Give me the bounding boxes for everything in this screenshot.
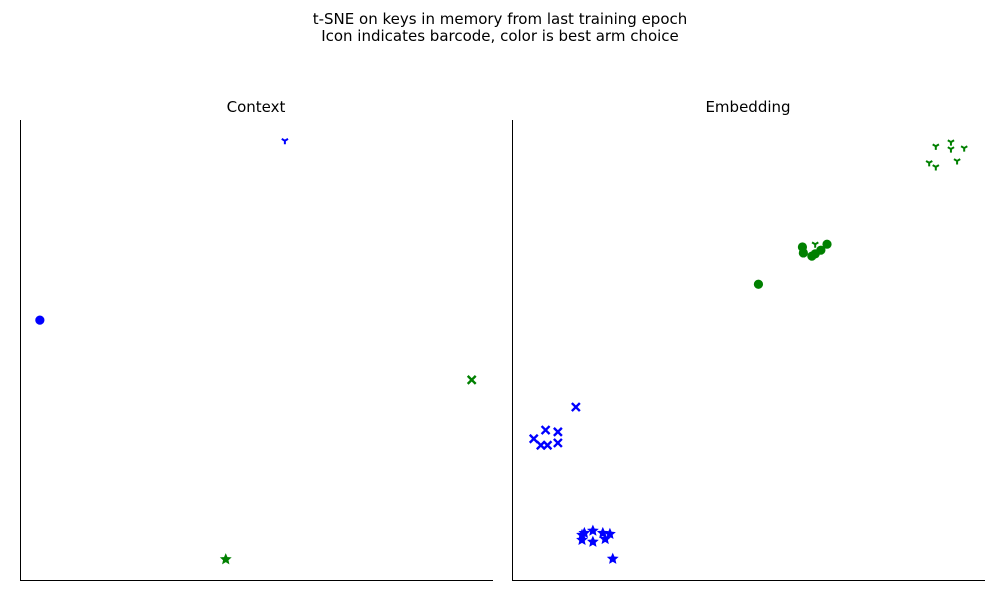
data-point-circle-green [753, 279, 764, 289]
data-point-star-blue [576, 533, 588, 546]
figure-title: t-SNE on keys in memory from last traini… [313, 10, 688, 28]
data-point-x-blue [571, 402, 581, 412]
data-point-star-blue [586, 535, 599, 547]
data-point-star-green [219, 553, 232, 565]
data-point-circle-green [822, 239, 832, 249]
data-point-x-blue [542, 440, 553, 451]
data-point-circle-blue [35, 315, 45, 325]
data-point-x-blue [553, 438, 563, 448]
panel-context: Context [20, 98, 493, 581]
data-point-circle-green [798, 248, 808, 258]
data-point-tri_down-green [925, 160, 933, 167]
data-point-tri_down-green [960, 145, 968, 152]
data-point-x-green [466, 375, 477, 385]
data-point-tri_down-green [811, 241, 819, 248]
panel-title-context: Context [227, 98, 286, 116]
data-point-star-blue [606, 552, 619, 564]
panel-title-embedding: Embedding [705, 98, 790, 116]
data-point-circle-green [807, 251, 817, 261]
data-point-x-blue [540, 425, 551, 435]
data-point-tri_down-green [932, 143, 940, 150]
data-point-tri_down-green [953, 158, 961, 165]
data-point-tri_down-green [947, 139, 955, 146]
data-point-x-blue [553, 427, 563, 437]
data-point-circle-green [816, 245, 826, 255]
scatter-points-context [35, 138, 477, 565]
figure-subtitle: Icon indicates barcode, color is best ar… [321, 27, 679, 45]
data-point-tri_down-green [932, 164, 940, 171]
data-point-tri_down-blue [281, 138, 289, 145]
data-point-tri_down-green [947, 146, 955, 153]
data-point-star-blue [604, 527, 616, 540]
panel-embedding: Embedding [512, 98, 985, 581]
scatter-points-embedding [528, 139, 968, 564]
data-point-star-blue [586, 524, 599, 536]
data-point-x-blue [528, 433, 539, 444]
